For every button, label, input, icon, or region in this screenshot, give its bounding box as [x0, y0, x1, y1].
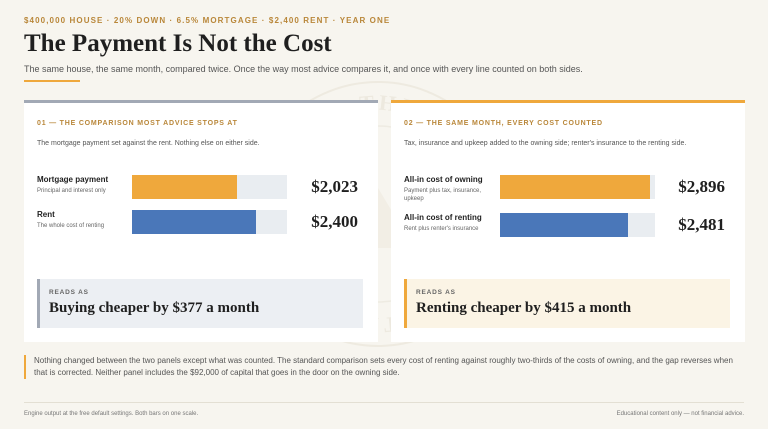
- row-sublabel: Rent plus renter's insurance: [404, 226, 479, 232]
- page-subtitle: The same house, the same month, compared…: [24, 64, 583, 74]
- row-amount: $2,400: [311, 212, 358, 231]
- reads-as-box: READS AS Buying cheaper by $377 a month: [37, 279, 363, 328]
- panel-description: The mortgage payment set against the ren…: [37, 140, 260, 147]
- bar-row-mortgage: Mortgage payment Principal and interest …: [37, 175, 366, 205]
- panel-description: Tax, insurance and upkeep added to the o…: [404, 140, 687, 147]
- bar-row-owning: All-in cost of owning Payment plus tax, …: [404, 175, 733, 205]
- explanatory-note: Nothing changed between the two panels e…: [24, 355, 744, 379]
- reads-as-text: Buying cheaper by $377 a month: [49, 300, 260, 316]
- bar-track: [132, 210, 287, 234]
- row-label: Rent: [37, 210, 55, 219]
- reads-as-text: Renting cheaper by $415 a month: [416, 300, 632, 316]
- bar-track: [132, 175, 287, 199]
- panel-every-cost: 02 — THE SAME MONTH, EVERY COST COUNTED …: [391, 100, 745, 342]
- reads-as-label: READS AS: [416, 289, 456, 296]
- row-amount: $2,481: [678, 215, 725, 234]
- header-eyebrow: $400,000 HOUSE · 20% DOWN · 6.5% MORTGAG…: [24, 16, 391, 25]
- row-label: All-in cost of owning: [404, 175, 483, 184]
- row-sublabel: Payment plus tax, insurance, upkeep: [404, 188, 482, 202]
- bar-row-rent: Rent The whole cost of renting $2,400: [37, 210, 366, 240]
- bar-fill: [500, 213, 629, 237]
- row-label: Mortgage payment: [37, 175, 109, 184]
- reads-as-box: READS AS Renting cheaper by $415 a month: [404, 279, 730, 328]
- footer-disclaimer: Educational content only — not financial…: [616, 411, 744, 417]
- bar-row-renting: All-in cost of renting Rent plus renter'…: [404, 213, 733, 243]
- bar-fill: [500, 175, 650, 199]
- panel-kicker: 02 — THE SAME MONTH, EVERY COST COUNTED: [404, 120, 603, 127]
- bar-fill: [132, 210, 256, 234]
- panel-most-advice: 01 — THE COMPARISON MOST ADVICE STOPS AT…: [24, 100, 378, 342]
- row-sublabel: The whole cost of renting: [37, 223, 105, 229]
- footer-method-note: Engine output at the free default settin…: [24, 411, 199, 417]
- bar-track: [500, 175, 655, 199]
- bar-fill: [132, 175, 237, 199]
- reads-as-label: READS AS: [49, 289, 89, 296]
- row-amount: $2,896: [678, 177, 725, 196]
- accent-rule: [24, 80, 80, 82]
- row-label: All-in cost of renting: [404, 213, 482, 222]
- row-sublabel: Principal and interest only: [37, 188, 106, 194]
- bar-track: [500, 213, 655, 237]
- panel-kicker: 01 — THE COMPARISON MOST ADVICE STOPS AT: [37, 120, 238, 127]
- row-amount: $2,023: [311, 177, 358, 196]
- page-title: The Payment Is Not the Cost: [24, 30, 332, 57]
- footer-divider: [24, 402, 744, 403]
